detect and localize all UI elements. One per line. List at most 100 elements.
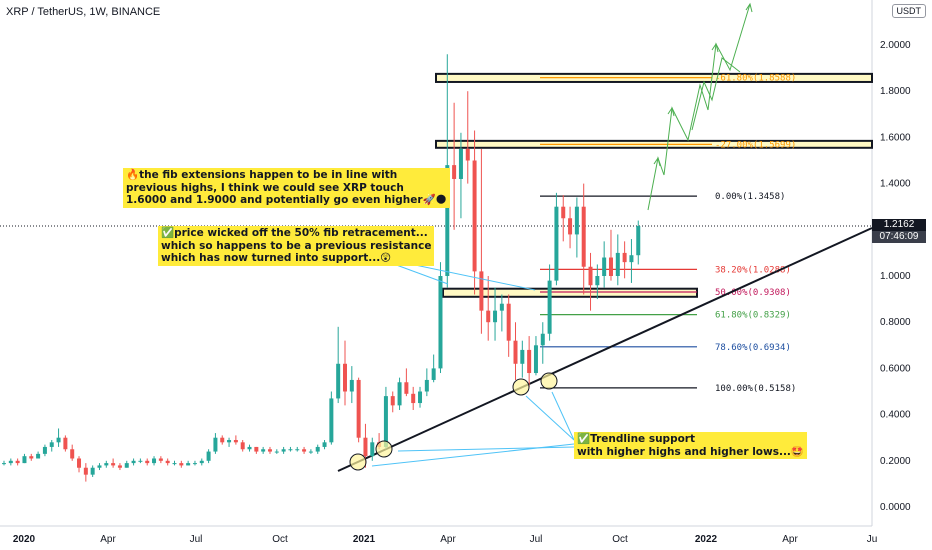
candle-body [29, 456, 34, 459]
time-tick-label: Oct [272, 534, 288, 545]
candle-body [111, 463, 116, 466]
candle-body [322, 442, 327, 447]
candle-body [104, 463, 109, 466]
fib-level-label: 61.80%(0.8329) [715, 311, 791, 321]
candle-body [274, 451, 279, 453]
candle-body [56, 437, 61, 443]
candle-body [452, 165, 457, 179]
candle-body [247, 446, 252, 450]
price-tick-label: 0.2000 [880, 456, 911, 467]
candle-body [397, 382, 402, 406]
candle-body [363, 437, 368, 457]
candle-body [158, 458, 163, 461]
fib-level-label: 100.00%(0.5158) [715, 384, 796, 394]
candle-body [595, 276, 600, 286]
time-tick-label: Oct [612, 534, 628, 545]
fib-level-label: 50.00%(0.9308) [715, 288, 791, 298]
fib-level-label: 38.20%(1.0288) [715, 265, 791, 275]
candle-body [479, 271, 484, 311]
candle-body [383, 396, 388, 447]
time-tick-label: 2021 [353, 534, 376, 545]
fib-extension-label: -27.00%(1.5699) [715, 140, 796, 150]
candle-body [540, 333, 545, 346]
bar-countdown: 07:46:09 [872, 231, 926, 243]
last-price-value: 1.2162 [883, 219, 915, 230]
candle-body [261, 449, 266, 452]
candle-body [49, 442, 54, 447]
candle-body [199, 460, 204, 464]
candle-body [602, 257, 607, 276]
fib-levels: 0.00%(1.3458) 38.20%(1.0288) 50.00%(0.9308… [540, 74, 796, 394]
candle-body [145, 460, 150, 464]
candlestick-series [2, 54, 641, 482]
note-trendline-support: ✅Trendline support with higher highs and… [574, 432, 807, 459]
candle-body [424, 379, 429, 392]
candle-body [411, 393, 416, 404]
price-tick-label: 0.8000 [880, 317, 911, 328]
candle-body [520, 349, 525, 364]
candle-body [281, 449, 286, 452]
candle-body [8, 460, 13, 464]
price-tick-label: 0.4000 [880, 410, 911, 421]
candle-body [445, 165, 450, 276]
time-tick-label: Apr [782, 534, 798, 545]
time-tick-label: Ju [867, 534, 878, 545]
candle-body [267, 449, 272, 452]
candle-body [233, 440, 238, 443]
candle-body [336, 363, 341, 399]
callout-arrow [525, 395, 575, 441]
fib-extension-label: -61.80%(1.8588) [715, 74, 796, 84]
candle-body [97, 465, 102, 468]
candle-body [315, 446, 320, 452]
callout-arrow [397, 446, 575, 452]
candle-body [117, 465, 122, 468]
resistance-zone [442, 287, 698, 298]
candle-body [629, 255, 634, 263]
candle-body [472, 160, 477, 272]
projection-path-2 [691, 57, 741, 131]
candle-body [588, 266, 593, 286]
projection-path [647, 3, 751, 211]
candle-body [302, 449, 307, 452]
time-tick-label: 2020 [13, 534, 36, 545]
touch-markers [349, 372, 558, 471]
candle-body [356, 379, 361, 438]
symbol-title: XRP / TetherUS, 1W, BINANCE [6, 6, 161, 18]
trendline[interactable] [337, 227, 873, 472]
currency-button[interactable]: USDT [891, 4, 926, 18]
candle-body [431, 368, 436, 380]
candle-body [506, 303, 511, 341]
candle-body [636, 226, 641, 256]
candle-body [220, 437, 225, 443]
candle-body [77, 458, 82, 468]
candle-body [240, 442, 245, 450]
candle-body [152, 458, 157, 464]
price-tick-label: 0.6000 [880, 363, 911, 374]
time-tick-label: Jul [190, 534, 203, 545]
candle-body [179, 463, 184, 466]
candle-body [527, 349, 532, 374]
candle-body [172, 463, 177, 465]
candle-body [404, 382, 409, 394]
touch-marker [349, 453, 367, 471]
candle-body [493, 310, 498, 323]
note-fib-extensions: 🔥the fib extensions happen to be in line… [123, 168, 450, 208]
price-tick-label: 0.0000 [880, 502, 911, 513]
time-tick-label: Jul [530, 534, 543, 545]
touch-marker [512, 378, 530, 396]
candle-body [63, 437, 68, 450]
candle-body [465, 148, 470, 161]
candle-body [622, 252, 627, 263]
candle-body [186, 463, 191, 466]
candle-body [308, 451, 313, 453]
candle-body [2, 463, 6, 465]
candle-body [70, 449, 75, 459]
candle-body [329, 398, 334, 443]
price-tick-label: 1.8000 [880, 86, 911, 97]
candle-body [206, 451, 211, 461]
time-tick-label: 2022 [695, 534, 718, 545]
candle-body [547, 280, 552, 334]
time-axis[interactable]: 2020 Apr Jul Oct 2021 Apr Jul Oct 2022 Apr Ju [13, 534, 877, 545]
candle-body [574, 206, 579, 235]
